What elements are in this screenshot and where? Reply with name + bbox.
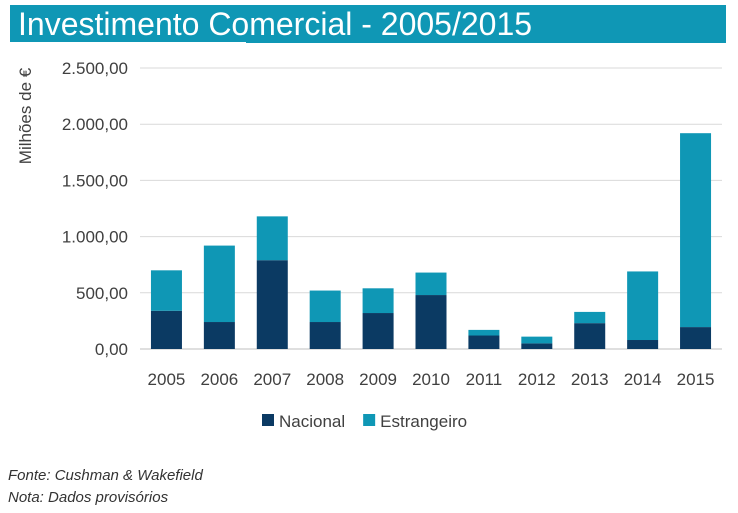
x-tick-label: 2006 <box>200 370 238 389</box>
x-tick-label: 2007 <box>253 370 291 389</box>
x-tick-label: 2009 <box>359 370 397 389</box>
bar-nacional-2008 <box>309 322 341 349</box>
bar-nacional-2010 <box>415 295 447 349</box>
legend-swatch-nacional <box>262 414 274 426</box>
x-tick-label: 2010 <box>412 370 450 389</box>
bar-nacional-2015 <box>680 327 712 349</box>
title-underline <box>10 42 246 45</box>
bar-estrangeiro-2009 <box>362 288 394 314</box>
bar-estrangeiro-2012 <box>521 336 553 344</box>
legend-label-estrangeiro: Estrangeiro <box>380 412 467 431</box>
bar-estrangeiro-2015 <box>680 133 712 328</box>
x-tick-label: 2015 <box>677 370 715 389</box>
legend-swatch-estrangeiro <box>363 414 376 426</box>
x-tick-label: 2014 <box>624 370 662 389</box>
bar-estrangeiro-2008 <box>309 290 341 323</box>
y-tick-label: 0,00 <box>95 340 128 359</box>
bar-nacional-2005 <box>150 310 182 349</box>
bar-estrangeiro-2014 <box>627 271 659 341</box>
title-bar: Investimento Comercial - 2005/2015 <box>10 5 726 45</box>
bar-estrangeiro-2005 <box>150 270 182 311</box>
bar-estrangeiro-2010 <box>415 272 447 296</box>
bar-estrangeiro-2006 <box>203 245 235 323</box>
page-title: Investimento Comercial - 2005/2015 <box>18 6 533 42</box>
bar-nacional-2014 <box>627 340 659 349</box>
bar-nacional-2012 <box>521 343 553 349</box>
y-tick-label: 1.000,00 <box>62 228 128 247</box>
x-tick-label: 2013 <box>571 370 609 389</box>
bar-estrangeiro-2011 <box>468 329 500 336</box>
y-axis-label: Milhões de € <box>16 67 35 164</box>
y-tick-label: 2.500,00 <box>62 59 128 78</box>
bar-nacional-2006 <box>203 322 235 349</box>
x-tick-label: 2008 <box>306 370 344 389</box>
y-tick-label: 1.500,00 <box>62 171 128 190</box>
y-tick-label: 2.000,00 <box>62 115 128 134</box>
legend-label-nacional: Nacional <box>279 412 345 431</box>
x-tick-label: 2012 <box>518 370 556 389</box>
bar-nacional-2011 <box>468 335 500 349</box>
bar-estrangeiro-2007 <box>256 216 288 261</box>
data-note: Nota: Dados provisórios <box>8 489 169 506</box>
y-tick-label: 500,00 <box>76 284 128 303</box>
bar-nacional-2007 <box>256 260 288 349</box>
bar-nacional-2009 <box>362 313 394 349</box>
bar-estrangeiro-2013 <box>574 311 606 324</box>
x-tick-label: 2005 <box>148 370 186 389</box>
x-tick-label: 2011 <box>466 370 503 389</box>
source-note: Fonte: Cushman & Wakefield <box>8 467 203 484</box>
bar-nacional-2013 <box>574 323 606 349</box>
